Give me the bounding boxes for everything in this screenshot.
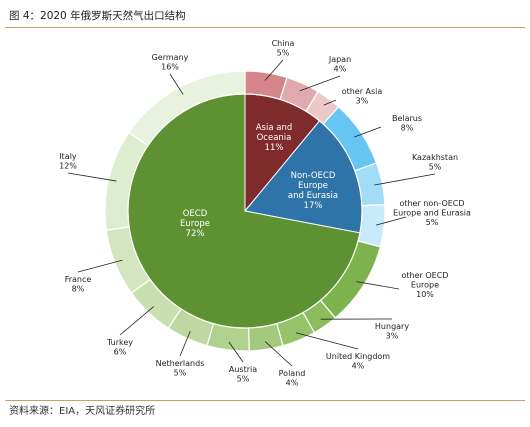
leader-line <box>169 73 184 95</box>
outer-slice-other-non-oecd-europe-and-eurasia <box>357 203 386 248</box>
outer-label-italy: Italy 12% <box>59 152 77 171</box>
leader-line <box>228 341 244 363</box>
leader-line <box>77 259 123 273</box>
outer-label-other-non-oecd-europe-and-eurasia: other non-OECD Europe and Eurasia 5% <box>393 199 471 227</box>
leader-line <box>354 126 382 138</box>
leader-line <box>295 332 359 350</box>
leader-line <box>67 172 117 182</box>
leader-line <box>299 75 341 92</box>
leader-line <box>264 341 293 367</box>
outer-label-netherlands: Netherlands 5% <box>156 359 205 378</box>
outer-label-japan: Japan 4% <box>328 55 351 74</box>
chart-area: Asia and Oceania 11% Non-OECD Europe and Eura… <box>0 28 530 400</box>
outer-label-france: France 8% <box>65 275 92 294</box>
outer-label-germany: Germany 16% <box>152 53 189 72</box>
figure-title: 图 4：2020 年俄罗斯天然气出口结构 <box>5 3 525 28</box>
outer-slice-germany <box>128 70 246 147</box>
outer-label-hungary: Hungary 3% <box>375 322 409 341</box>
outer-label-other-asia: other Asia 3% <box>342 87 383 106</box>
leader-line <box>179 330 191 357</box>
outer-label-turkey: Turkey 6% <box>106 338 133 357</box>
leader-line <box>264 59 284 81</box>
inner-label-oecd-europe: OECD Europe 72% <box>180 209 210 239</box>
outer-label-kazakhstan: Kazakhstan 5% <box>412 153 458 172</box>
outer-label-china: China 5% <box>272 39 295 58</box>
outer-slice-poland <box>247 322 284 352</box>
leader-line <box>119 306 155 336</box>
source-note: 资料来源：EIA，天风证券研究所 <box>5 400 525 423</box>
leader-line <box>374 173 436 186</box>
outer-label-other-oecd-europe: other OECD Europe 10% <box>402 271 449 299</box>
leader-line <box>376 216 407 226</box>
leader-line <box>323 99 337 106</box>
outer-label-united-kingdom: United Kingdom 4% <box>326 352 390 371</box>
inner-label-asia-and-oceania: Asia and Oceania 11% <box>256 123 293 153</box>
sunburst-chart: Asia and Oceania 11% Non-OECD Europe and Eura… <box>59 39 471 388</box>
outer-label-austria: Austria 5% <box>229 365 257 384</box>
outer-label-belarus: Belarus 8% <box>392 114 422 133</box>
leader-line <box>356 281 400 290</box>
outer-slice-austria <box>206 322 250 352</box>
outer-label-poland: Poland 4% <box>279 369 306 388</box>
inner-label-non-oecd-europe-and-eurasia: Non-OECD Europe and Eurasia 17% <box>288 171 338 211</box>
